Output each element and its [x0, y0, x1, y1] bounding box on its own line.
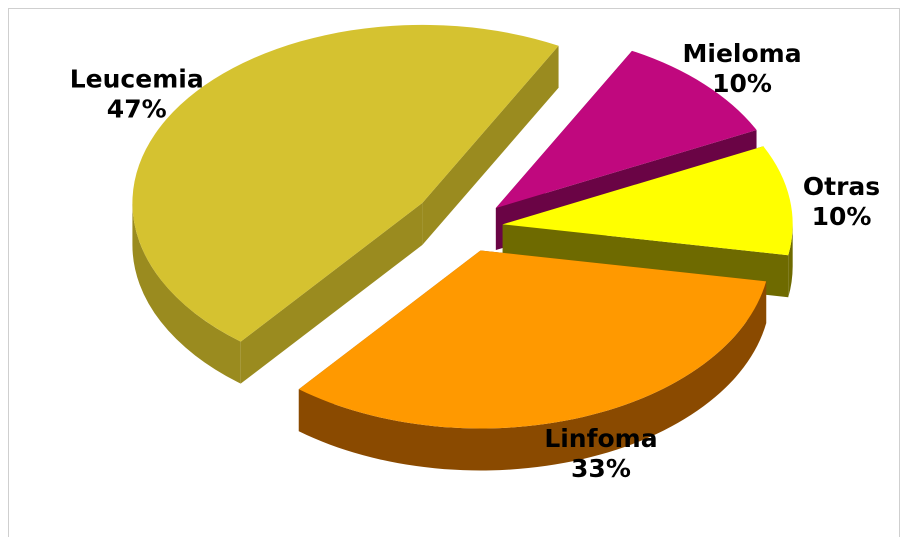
- slice-label-linfoma: Linfoma 33%: [544, 424, 657, 483]
- slice-label-mieloma: Mieloma 10%: [683, 39, 802, 98]
- pie-slice-otras: [502, 146, 793, 256]
- pie-slice-mieloma: [495, 50, 757, 208]
- pie-slice-linfoma: [298, 250, 767, 429]
- pie-slice-leucemia: [132, 24, 559, 342]
- slice-label-leucemia: Leucemia 47%: [70, 64, 204, 123]
- pie-slice-side-leucemia: [132, 45, 559, 384]
- slice-label-otras: Otras 10%: [803, 172, 880, 231]
